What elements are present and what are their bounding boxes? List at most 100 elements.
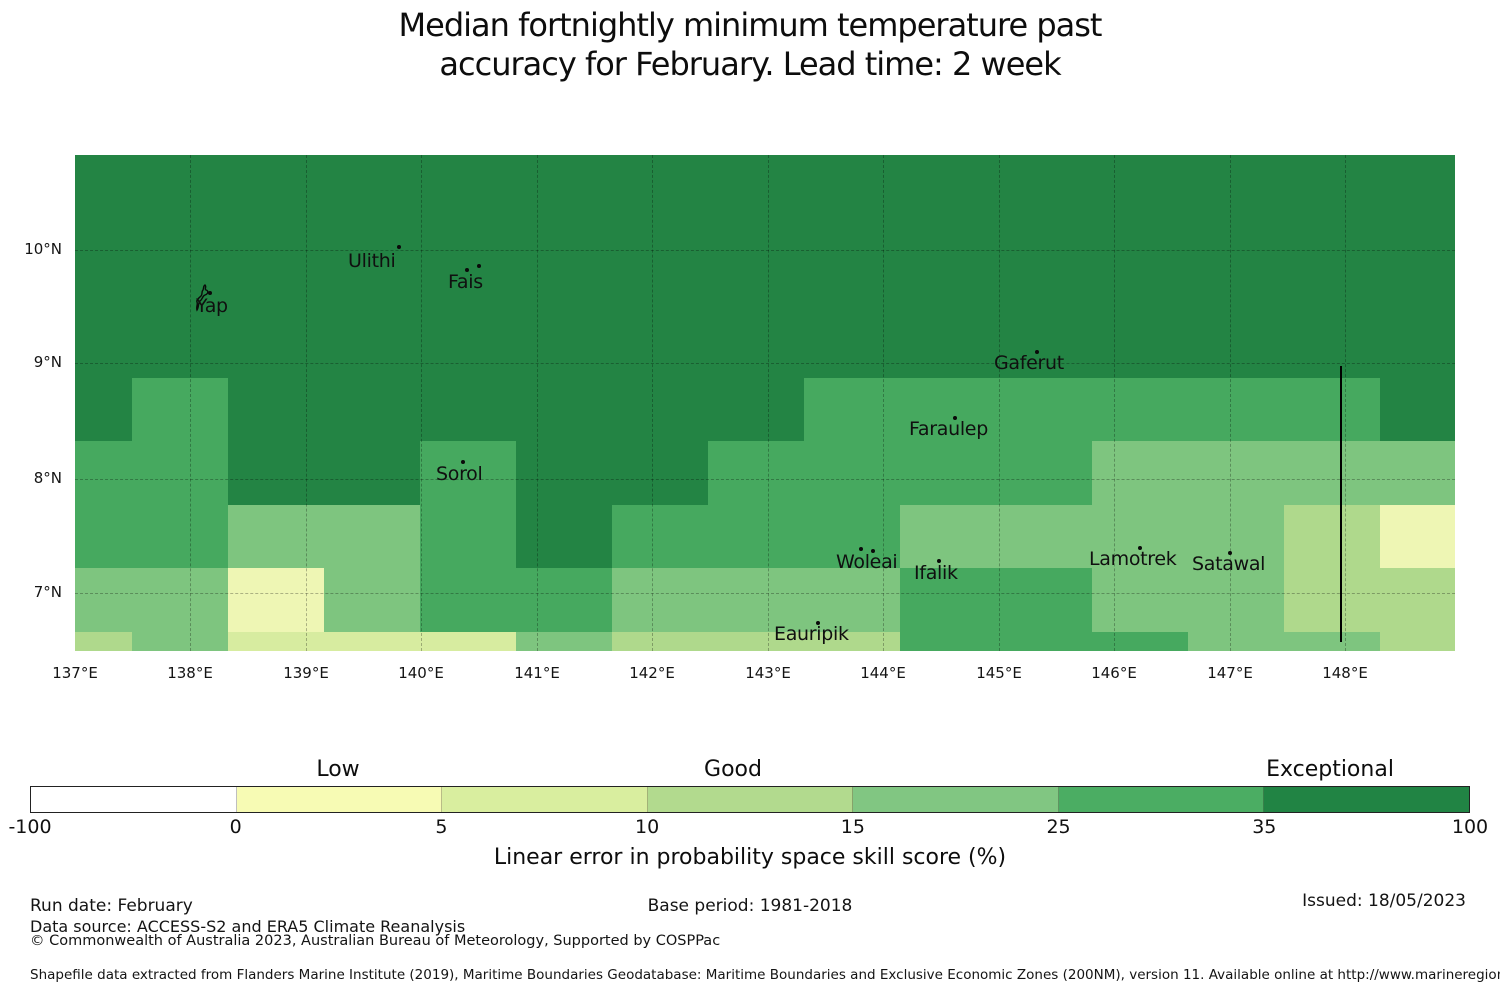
- island-label-fais: Fais: [448, 271, 483, 293]
- map-cell: [324, 505, 420, 568]
- map-cell: [324, 632, 420, 651]
- island-marker-icon: [465, 268, 469, 272]
- island-label-gaferut: Gaferut: [994, 352, 1064, 374]
- map-cell: [804, 378, 900, 441]
- map-cell: [420, 505, 516, 568]
- map-cell: [900, 505, 996, 568]
- island-marker-icon: [816, 621, 820, 625]
- island-marker-icon: [208, 291, 212, 295]
- colorbar-segment: [236, 787, 443, 812]
- map-cell: [996, 632, 1092, 651]
- map-cell: [612, 378, 708, 441]
- x-tick-label: 144°E: [860, 664, 906, 682]
- colorbar-category-exceptional: Exceptional: [1266, 757, 1394, 782]
- map-cell: [1092, 505, 1188, 568]
- map-cell: [1284, 505, 1380, 568]
- colorbar: [30, 786, 1470, 813]
- map-cell: [228, 568, 324, 632]
- map-cell: [1092, 568, 1188, 632]
- map-cell: [1284, 568, 1380, 632]
- map-cell: [1092, 378, 1188, 441]
- map-cell: [228, 378, 324, 441]
- island-marker-icon: [937, 559, 941, 563]
- map-cell: [996, 505, 1092, 568]
- y-tick-label: 10°N: [24, 240, 62, 258]
- y-tick-label: 9°N: [33, 353, 62, 371]
- map-cell: [1380, 505, 1455, 568]
- island-label-ifalik: Ifalik: [914, 562, 958, 584]
- map-cell: [75, 632, 132, 651]
- map-cell: [708, 378, 804, 441]
- map-cell: [1380, 568, 1455, 632]
- data-source-text: Data source: ACCESS-S2 and ERA5 Climate …: [30, 917, 466, 936]
- issued-date-text: Issued: 18/05/2023: [1302, 891, 1466, 911]
- longitude-gridline: [883, 155, 884, 651]
- island-label-yap: Yap: [196, 295, 228, 317]
- latitude-gridline: [75, 479, 1455, 480]
- copyright-text: © Commonwealth of Australia 2023, Austra…: [30, 933, 721, 949]
- x-tick-label: 138°E: [167, 664, 213, 682]
- map-cell: [804, 568, 900, 632]
- map-cell: [75, 568, 132, 632]
- longitude-gridline: [190, 155, 191, 651]
- x-tick-label: 139°E: [283, 664, 329, 682]
- base-period-text: Base period: 1981-2018: [647, 896, 853, 916]
- map-cell: [75, 505, 132, 568]
- colorbar-category-low: Low: [316, 757, 360, 782]
- map-cell: [1188, 378, 1284, 441]
- colorbar-segment: [442, 787, 648, 812]
- island-marker-icon: [461, 460, 465, 464]
- chart-title-line2: accuracy for February. Lead time: 2 week: [439, 45, 1061, 83]
- island-marker-icon: [871, 549, 875, 553]
- map-cell: [420, 378, 516, 441]
- yap-island-outline-icon: [196, 284, 209, 312]
- map-cell: [1380, 378, 1455, 441]
- map-cell: [1188, 632, 1284, 651]
- map-cell: [1284, 441, 1380, 505]
- map-cell: [708, 441, 804, 505]
- map-cell: [708, 568, 804, 632]
- island-label-ulithi: Ulithi: [348, 250, 396, 272]
- map-cell: [324, 441, 420, 505]
- map-cell: [420, 441, 516, 505]
- x-tick-label: 146°E: [1091, 664, 1137, 682]
- x-tick-label: 147°E: [1207, 664, 1253, 682]
- longitude-gridline: [1345, 155, 1346, 651]
- map-cell: [516, 632, 612, 651]
- island-label-satawal: Satawal: [1192, 553, 1266, 575]
- colorbar-segment: [1264, 787, 1470, 812]
- latitude-gridline: [75, 363, 1455, 364]
- longitude-gridline: [537, 155, 538, 651]
- chart-title: Median fortnightly minimum temperature p…: [0, 6, 1500, 84]
- map-cell: [612, 632, 708, 651]
- map-cell: [1380, 441, 1455, 505]
- island-label-faraulep: Faraulep: [909, 418, 988, 440]
- colorbar-segment: [1058, 787, 1265, 812]
- map-cell: [516, 505, 612, 568]
- longitude-gridline: [999, 155, 1000, 651]
- island-label-woleai: Woleai: [836, 551, 898, 573]
- map-cell: [900, 568, 996, 632]
- map-cell: [900, 632, 996, 651]
- map-cell: [1092, 632, 1188, 651]
- eez-boundary-line: [1340, 366, 1342, 642]
- colorbar-tick-label: 0: [229, 816, 242, 838]
- map-cell: [75, 441, 132, 505]
- map-cell: [804, 505, 900, 568]
- x-tick-label: 143°E: [745, 664, 791, 682]
- map-cell: [708, 632, 804, 651]
- longitude-gridline: [421, 155, 422, 651]
- island-marker-icon: [1228, 551, 1232, 555]
- colorbar-tick-label: 100: [1451, 816, 1489, 838]
- x-tick-label: 137°E: [52, 664, 98, 682]
- latitude-gridline: [75, 593, 1455, 594]
- map-cell: [1284, 378, 1380, 441]
- x-tick-label: 145°E: [976, 664, 1022, 682]
- map-cell: [1092, 441, 1188, 505]
- colorbar-segment: [31, 787, 237, 812]
- longitude-gridline: [1230, 155, 1231, 651]
- map-cell: [1188, 568, 1284, 632]
- map-cell: [708, 505, 804, 568]
- map-cell: [132, 632, 228, 651]
- colorbar-tick-label: 15: [840, 816, 865, 838]
